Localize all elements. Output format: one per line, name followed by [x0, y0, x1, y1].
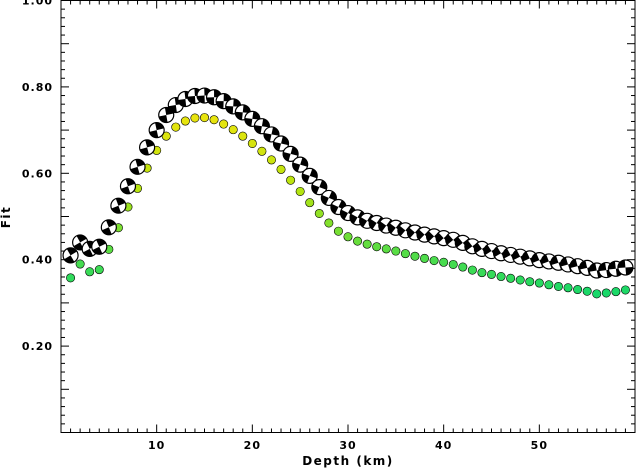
fit-dot — [333, 226, 343, 236]
focal-mechanism-marker — [301, 167, 318, 184]
fit-dot — [190, 113, 200, 123]
y-tick-label: 1.00 — [22, 0, 53, 8]
focal-mechanism-marker — [272, 135, 290, 152]
focal-mechanism-marker — [148, 122, 165, 139]
fit-dot — [515, 275, 525, 285]
fit-dot — [467, 265, 477, 275]
fit-dot — [420, 253, 430, 263]
focal-mechanism-marker — [110, 197, 127, 214]
focal-mechanism-marker — [139, 139, 156, 156]
fit-dot — [601, 288, 611, 298]
focal-mechanism-marker — [62, 247, 79, 264]
focal-mechanism-marker — [158, 106, 175, 124]
focal-mechanism-marker — [292, 156, 309, 173]
fit-dot — [276, 164, 286, 174]
fit-dot — [171, 122, 181, 132]
y-axis-title: Fit — [0, 206, 13, 229]
fit-dot — [314, 208, 324, 218]
fit-dot — [525, 277, 535, 287]
fit-dot — [343, 232, 353, 242]
fit-dot — [200, 113, 210, 123]
y-tick-label: 0.40 — [22, 254, 53, 267]
focal-mechanism-marker — [119, 178, 137, 195]
fit-dot — [247, 138, 257, 148]
fit-dot — [592, 289, 602, 299]
fit-dot — [410, 251, 420, 261]
x-tick-label: 20 — [244, 439, 261, 452]
fit-dot — [257, 146, 267, 156]
x-tick-label: 40 — [435, 439, 452, 452]
fit-dot — [353, 236, 363, 246]
focal-mechanism-marker — [129, 158, 146, 175]
fit-dot — [180, 116, 190, 126]
fit-dot — [94, 265, 104, 275]
fit-dot — [362, 239, 372, 249]
fit-dot — [391, 246, 401, 256]
fit-dot — [266, 155, 276, 165]
focal-mechanism-marker — [100, 219, 117, 236]
x-tick-label: 10 — [148, 439, 165, 452]
fit-dot — [372, 242, 382, 252]
fit-dot — [553, 281, 563, 291]
fit-dot — [477, 268, 487, 278]
fit-dot — [324, 218, 334, 228]
fit-dot — [219, 119, 229, 129]
focal-mechanism-marker — [282, 145, 299, 162]
fit-dot — [439, 257, 449, 267]
fit-dot — [506, 273, 516, 283]
fit-dot — [496, 272, 506, 282]
focal-mechanism-marker — [91, 238, 108, 255]
fit-dot — [429, 256, 439, 266]
y-tick-label: 0.60 — [22, 167, 53, 180]
focal-mechanism-marker — [617, 259, 634, 276]
fit-dot — [544, 280, 554, 290]
focal-mechanism-marker — [311, 179, 328, 196]
x-axis-title: Depth (km) — [302, 454, 394, 468]
fit-dot — [448, 259, 458, 269]
fit-dot — [620, 285, 630, 295]
fit-dot — [75, 259, 85, 269]
x-tick-label: 50 — [531, 439, 548, 452]
fit-dot — [381, 244, 391, 254]
fit-dot — [563, 283, 573, 293]
fit-dot — [209, 115, 219, 125]
fit-dot — [66, 273, 76, 283]
fit-dot — [286, 175, 296, 185]
x-tick-label: 30 — [339, 439, 356, 452]
fit-dot — [85, 267, 95, 277]
y-tick-label: 0.20 — [22, 340, 53, 353]
beachball-series — [62, 87, 634, 279]
fit-dot — [400, 249, 410, 259]
fit-dot — [305, 198, 315, 208]
y-tick-label: 0.80 — [22, 81, 53, 94]
fit-dot — [486, 269, 496, 279]
fit-dot — [611, 287, 621, 297]
fit-dot — [228, 125, 238, 135]
fit-dot — [582, 286, 592, 296]
fit-dot — [573, 285, 583, 295]
axis-ticks: 10 20 30 40 50 0.20 0.40 0.60 0.80 1.00 — [22, 0, 635, 452]
fit-dot — [534, 278, 544, 288]
fit-dot — [295, 186, 305, 196]
fit-dot — [238, 131, 248, 141]
fit-dot — [458, 262, 468, 272]
